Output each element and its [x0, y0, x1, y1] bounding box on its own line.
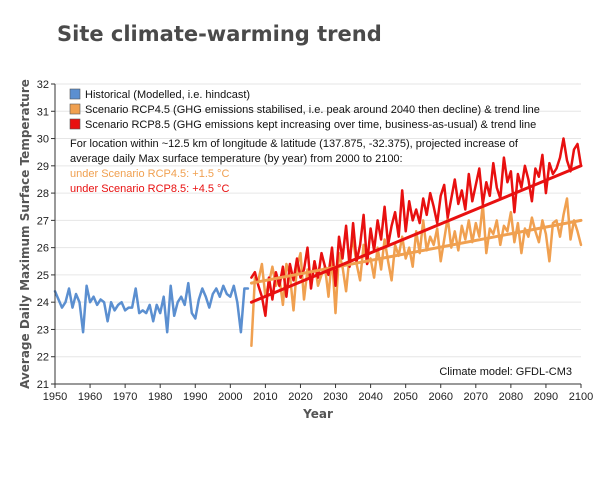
- x-tick-label: 2030: [323, 391, 347, 403]
- model-label: Climate model: GFDL-CM3: [439, 366, 572, 378]
- series-line-2: [250, 137, 583, 318]
- scenario-increase-note: under Scenario RCP8.5: +4.5 °C: [70, 183, 229, 195]
- y-tick-label: 21: [37, 379, 49, 391]
- x-tick-label: 1960: [78, 391, 102, 403]
- trend-line-3: [249, 218, 583, 285]
- x-tick-label: 2000: [218, 391, 242, 403]
- axes: 21 22 23 24 25 26 27 28 29 30 31 32 1950 1960 1970 1980…: [37, 79, 593, 403]
- series-line-0: [53, 281, 250, 334]
- grid-lines: [55, 83, 581, 358]
- x-tick-label: 2020: [288, 391, 312, 403]
- y-tick-label: 27: [37, 215, 49, 227]
- y-tick-label: 28: [37, 188, 49, 200]
- x-tick-label: 1950: [43, 391, 67, 403]
- y-tick-label: 23: [37, 324, 49, 336]
- legend-swatch: [69, 88, 81, 100]
- x-axis-title: Year: [302, 407, 333, 421]
- y-tick-label: 29: [37, 161, 49, 173]
- note-line: average daily Max surface temperature (b…: [70, 153, 403, 165]
- legend-label: Historical (Modelled, i.e. hindcast): [85, 89, 250, 101]
- x-tick-label: 1980: [148, 391, 172, 403]
- x-tick-label: 1990: [183, 391, 207, 403]
- legend-swatch: [69, 118, 81, 130]
- scenario-increase-note: under Scenario RCP4.5: +1.5 °C: [70, 168, 229, 180]
- y-tick-label: 30: [37, 134, 49, 146]
- projection-note: For location within ~12.5 km of longitud…: [70, 138, 519, 195]
- y-tick-label: 24: [37, 297, 49, 309]
- x-tick-label: 2090: [534, 391, 558, 403]
- legend-label: Scenario RCP8.5 (GHG emissions kept incr…: [85, 119, 536, 131]
- x-tick-label: 2080: [499, 391, 523, 403]
- y-axis-title: Average Daily Maximum Surface Temperatur…: [18, 79, 32, 389]
- series-layer: [53, 137, 583, 348]
- x-tick-label: 2040: [358, 391, 382, 403]
- x-tick-label: 1970: [113, 391, 137, 403]
- note-line: For location within ~12.5 km of longitud…: [70, 138, 519, 150]
- y-tick-label: 31: [37, 106, 49, 118]
- legend: Historical (Modelled, i.e. hindcast) Scen…: [69, 88, 540, 131]
- trend-line-4: [249, 164, 583, 304]
- legend-label: Scenario RCP4.5 (GHG emissions stabilise…: [85, 104, 540, 116]
- x-tick-label: 2010: [253, 391, 277, 403]
- y-tick-label: 26: [37, 243, 49, 255]
- x-tick-label: 2060: [428, 391, 452, 403]
- y-tick-label: 32: [37, 79, 49, 91]
- y-tick-label: 25: [37, 270, 49, 282]
- x-tick-label: 2070: [464, 391, 488, 403]
- legend-swatch: [69, 103, 81, 115]
- page-title: Site climate-warming trend: [57, 22, 382, 46]
- x-tick-label: 2050: [393, 391, 417, 403]
- x-tick-label: 2100: [569, 391, 593, 403]
- y-tick-label: 22: [37, 352, 49, 364]
